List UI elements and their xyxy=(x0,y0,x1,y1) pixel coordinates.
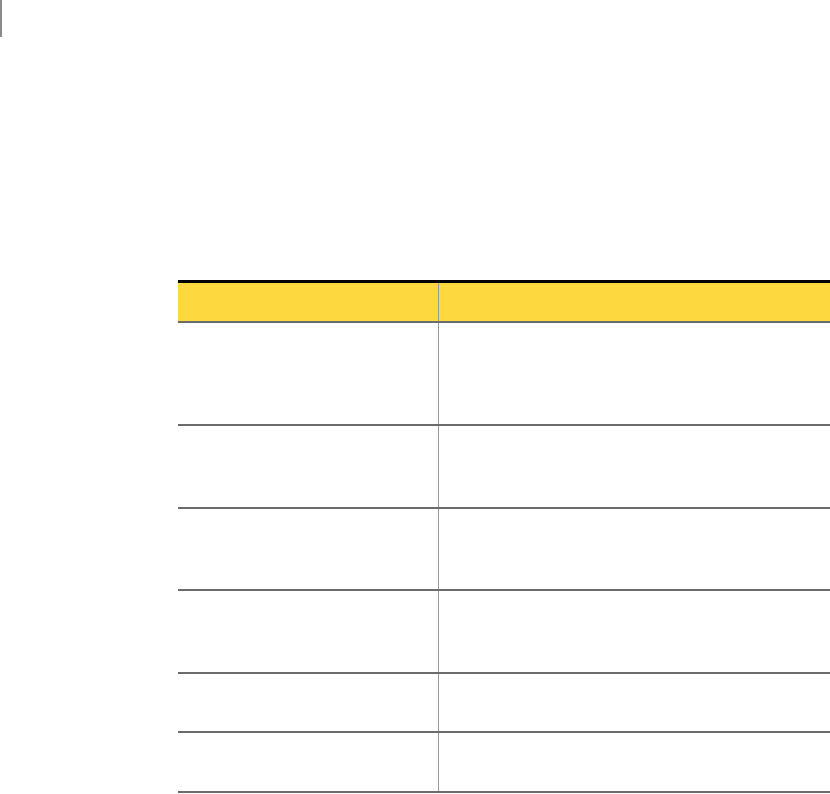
table-row xyxy=(178,322,830,426)
table-header-row xyxy=(178,280,830,323)
table-row xyxy=(178,673,830,733)
table-cell xyxy=(438,508,830,591)
table-cell xyxy=(438,732,830,793)
table-row xyxy=(178,590,830,674)
table-row xyxy=(178,508,830,591)
document-table xyxy=(178,280,830,793)
header-cell-1 xyxy=(178,280,439,323)
table-cell xyxy=(438,322,830,426)
table-cell xyxy=(178,732,439,793)
text-cursor xyxy=(0,0,2,37)
table-cell xyxy=(178,590,439,674)
table-cell xyxy=(178,673,439,733)
table-cell xyxy=(178,425,439,509)
table-cell xyxy=(178,508,439,591)
table-row xyxy=(178,732,830,793)
header-cell-2 xyxy=(438,280,830,323)
table-cell xyxy=(438,425,830,509)
table-row xyxy=(178,425,830,509)
table-cell xyxy=(178,322,439,426)
table-cell xyxy=(438,673,830,733)
table-cell xyxy=(438,590,830,674)
